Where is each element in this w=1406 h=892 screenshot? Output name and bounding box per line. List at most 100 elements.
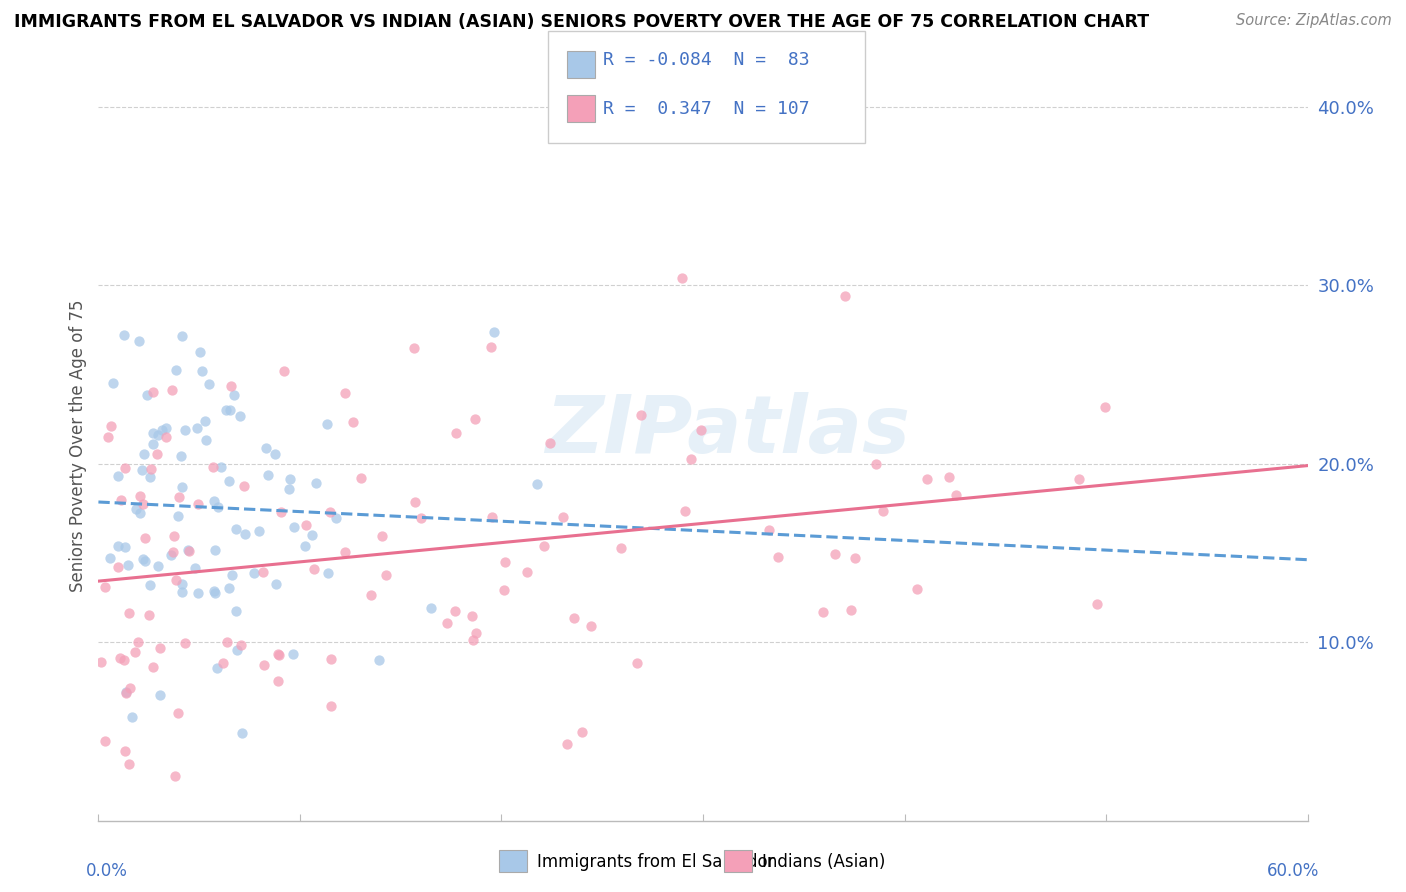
- Point: [209, 459, 232, 474]
- Point: [94, 580, 117, 594]
- Point: [253, 657, 276, 672]
- Point: [146, 558, 169, 573]
- Point: [294, 539, 316, 553]
- Text: Indians (Asian): Indians (Asian): [762, 853, 886, 871]
- Point: [90, 655, 112, 669]
- Point: [371, 529, 394, 543]
- Point: [177, 542, 200, 557]
- Point: [101, 376, 124, 390]
- Point: [118, 607, 141, 621]
- Point: [283, 647, 305, 661]
- Point: [325, 511, 347, 525]
- Point: [571, 724, 593, 739]
- Point: [139, 578, 162, 592]
- Point: [681, 452, 703, 467]
- Point: [533, 539, 555, 553]
- Point: [243, 566, 266, 581]
- Point: [267, 648, 290, 663]
- Point: [231, 726, 253, 740]
- Point: [221, 567, 243, 582]
- Point: [218, 475, 240, 489]
- Point: [409, 510, 432, 524]
- Point: [229, 638, 252, 652]
- Point: [938, 469, 960, 483]
- Point: [121, 710, 143, 724]
- Text: 0.0%: 0.0%: [86, 862, 128, 880]
- Point: [350, 471, 373, 485]
- Point: [917, 472, 939, 486]
- Point: [811, 605, 834, 619]
- Point: [689, 423, 711, 437]
- Point: [872, 504, 894, 518]
- Point: [107, 469, 129, 483]
- Point: [160, 548, 183, 562]
- Point: [132, 551, 155, 566]
- Point: [419, 601, 441, 615]
- Point: [125, 502, 148, 516]
- Point: [118, 757, 141, 772]
- Text: Source: ZipAtlas.com: Source: ZipAtlas.com: [1236, 13, 1392, 29]
- Point: [98, 550, 121, 565]
- Point: [146, 428, 169, 442]
- Point: [443, 604, 465, 618]
- Point: [865, 457, 887, 471]
- Point: [172, 480, 194, 494]
- Point: [177, 544, 200, 558]
- Point: [172, 585, 194, 599]
- Point: [170, 577, 193, 591]
- Point: [188, 344, 211, 359]
- Point: [342, 415, 364, 429]
- Point: [202, 493, 225, 508]
- Point: [218, 582, 240, 596]
- Point: [124, 645, 146, 659]
- Text: R = -0.084  N =  83: R = -0.084 N = 83: [603, 51, 810, 69]
- Point: [758, 523, 780, 537]
- Point: [118, 681, 141, 695]
- Point: [257, 467, 280, 482]
- Point: [167, 490, 190, 504]
- Point: [555, 737, 578, 751]
- Point: [114, 744, 136, 758]
- Point: [142, 385, 165, 400]
- Point: [174, 423, 197, 437]
- Point: [138, 608, 160, 623]
- Point: [273, 364, 295, 378]
- Point: [211, 656, 233, 670]
- Point: [117, 558, 139, 572]
- Point: [252, 565, 274, 579]
- Point: [277, 482, 299, 496]
- Point: [1085, 597, 1108, 611]
- Point: [217, 635, 239, 649]
- Point: [204, 586, 226, 600]
- Point: [142, 426, 165, 441]
- Point: [316, 566, 339, 580]
- Point: [166, 706, 188, 720]
- Point: [494, 582, 516, 597]
- Point: [150, 423, 173, 437]
- Point: [110, 493, 132, 508]
- Point: [197, 376, 219, 391]
- Point: [221, 379, 243, 393]
- Point: [134, 531, 156, 545]
- Point: [465, 625, 488, 640]
- Point: [148, 640, 170, 655]
- Point: [436, 616, 458, 631]
- Point: [630, 408, 652, 422]
- Point: [134, 554, 156, 568]
- Point: [165, 573, 187, 587]
- Point: [374, 568, 396, 582]
- Point: [131, 463, 153, 477]
- Point: [226, 642, 249, 657]
- Point: [551, 510, 574, 524]
- Point: [402, 341, 425, 355]
- Point: [160, 383, 183, 397]
- Point: [202, 584, 225, 599]
- Point: [460, 609, 482, 624]
- Point: [278, 472, 301, 486]
- Point: [97, 429, 120, 443]
- Point: [333, 386, 356, 401]
- Point: [461, 633, 484, 648]
- Point: [267, 647, 290, 661]
- Point: [141, 462, 163, 476]
- Point: [132, 497, 155, 511]
